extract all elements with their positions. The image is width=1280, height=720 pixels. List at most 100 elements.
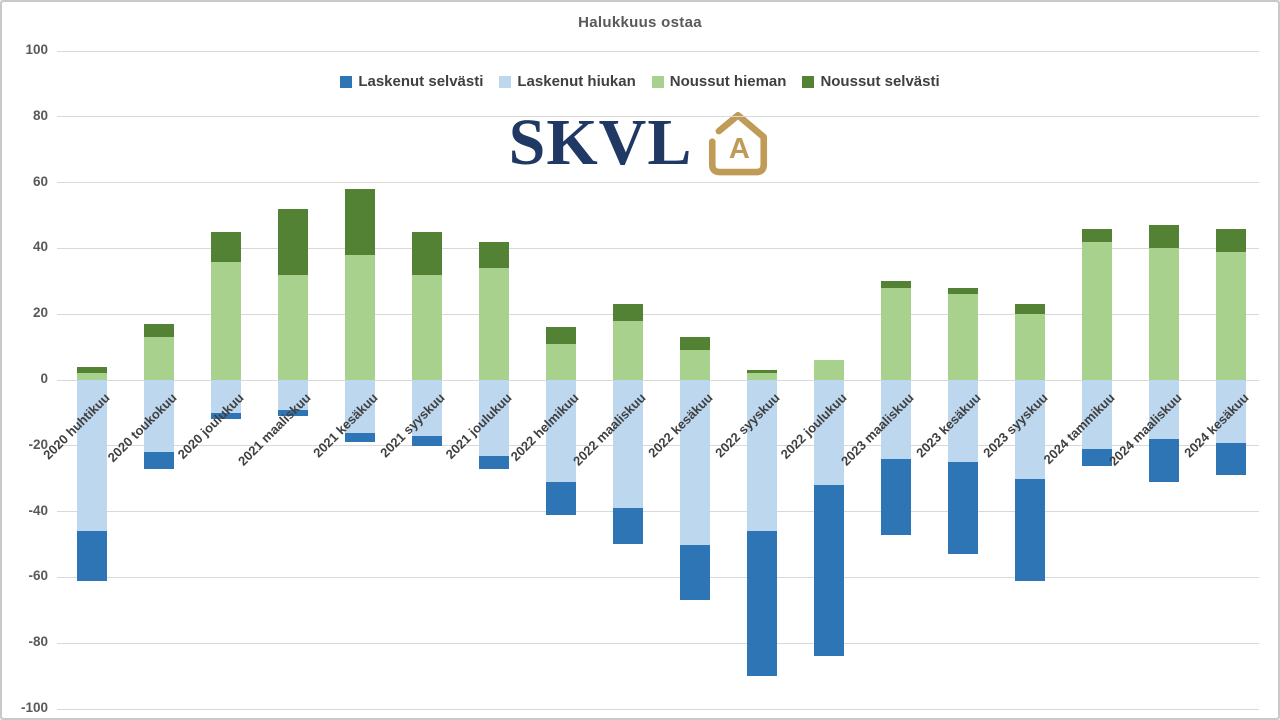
legend-label: Laskenut selvästi [358, 73, 484, 90]
badge-letter-a: A [729, 133, 750, 165]
bar-segment-laskenut-hiukan [546, 380, 576, 482]
y-axis-tick-label: 40 [32, 239, 48, 255]
gridline-80 [57, 116, 1259, 118]
gridline-60 [57, 182, 1259, 184]
y-axis-tick-label: -100 [20, 700, 48, 715]
bar-segment-noussut-hieman [747, 373, 777, 380]
bar-segment-laskenut-selvästi [412, 435, 442, 446]
bar-segment-noussut-hieman [211, 261, 241, 380]
bar-segment-noussut-selvästi [680, 337, 710, 351]
bar-segment-laskenut-hiukan [1082, 380, 1112, 450]
gridline--80 [57, 642, 1259, 644]
bar-segment-noussut-hieman [1015, 314, 1045, 380]
bar-segment-laskenut-selvästi [1082, 449, 1112, 466]
bar-segment-laskenut-hiukan [412, 380, 442, 436]
legend-item-laskenut-hiukan: Laskenut hiukan [499, 73, 636, 90]
bar-segment-noussut-hieman [881, 287, 911, 380]
bar-segment-laskenut-selvästi [211, 412, 241, 420]
skvl-logo-text: SKVL [508, 106, 693, 179]
bar-segment-laskenut-hiukan [1216, 380, 1246, 443]
bar-segment-noussut-hieman [1082, 241, 1112, 380]
bar-segment-noussut-hieman [278, 274, 308, 380]
gridline-0 [57, 379, 1259, 381]
bar-segment-noussut-selvästi [479, 241, 509, 269]
bar-segment-noussut-hieman [680, 350, 710, 380]
bar-segment-noussut-selvästi [1015, 304, 1045, 315]
legend-item-noussut-hieman: Noussut hieman [651, 73, 787, 90]
y-axis-tick-label: 80 [32, 107, 48, 123]
skvl-logo: SKVL A [2, 108, 1278, 178]
bar-segment-noussut-selvästi [1082, 228, 1112, 242]
legend-swatch-icon [340, 75, 353, 88]
bar-segment-laskenut-hiukan [680, 380, 710, 545]
y-axis-tick-label: -60 [28, 568, 48, 584]
bar-segment-noussut-hieman [1216, 251, 1246, 380]
bar-segment-noussut-selvästi [948, 287, 978, 295]
bar-segment-noussut-hieman [948, 294, 978, 380]
bar-segment-laskenut-selvästi [814, 485, 844, 657]
bar-segment-noussut-hieman [613, 320, 643, 380]
legend-label: Laskenut hiukan [517, 73, 636, 90]
bar-segment-laskenut-hiukan [881, 380, 911, 459]
y-axis-tick-label: -40 [28, 502, 48, 518]
gridline--40 [57, 511, 1259, 513]
bar-segment-noussut-hieman [1149, 248, 1179, 380]
bar-segment-laskenut-selvästi [345, 432, 375, 443]
bar-segment-noussut-selvästi [144, 324, 174, 338]
bar-segment-noussut-selvästi [211, 231, 241, 262]
y-axis-tick-label: -20 [28, 436, 48, 452]
gridline--100 [57, 708, 1259, 710]
bar-segment-laskenut-hiukan [1015, 380, 1045, 479]
bar-segment-noussut-selvästi [77, 366, 107, 374]
bar-segment-laskenut-hiukan [1149, 380, 1179, 440]
chart-legend: Laskenut selvästi Laskenut hiukan Noussut … [2, 73, 1278, 90]
bar-segment-laskenut-selvästi [144, 452, 174, 469]
bar-segment-laskenut-selvästi [1015, 478, 1045, 581]
bar-segment-laskenut-hiukan [613, 380, 643, 509]
bar-segment-noussut-selvästi [412, 231, 442, 275]
house-badge-icon: A [705, 109, 771, 177]
bar-segment-noussut-selvästi [278, 208, 308, 275]
gridline--60 [57, 576, 1259, 578]
chart-title: Halukkuus ostaa [578, 14, 702, 31]
bar-segment-laskenut-selvästi [881, 458, 911, 535]
bar-segment-noussut-hieman [77, 373, 107, 380]
bar-segment-laskenut-hiukan [278, 380, 308, 410]
bar-segment-noussut-hieman [479, 268, 509, 380]
bar-segment-laskenut-hiukan [948, 380, 978, 463]
bar-segment-noussut-selvästi [747, 370, 777, 374]
bar-segment-noussut-hieman [546, 343, 576, 380]
bar-segment-laskenut-selvästi [948, 462, 978, 555]
bar-segment-laskenut-selvästi [1216, 442, 1246, 476]
bar-segment-noussut-hieman [345, 254, 375, 380]
bar-segment-laskenut-selvästi [479, 455, 509, 469]
bar-segment-laskenut-hiukan [144, 380, 174, 453]
y-axis-tick-label: 20 [32, 305, 48, 321]
bar-segment-noussut-selvästi [345, 189, 375, 255]
bar-segment-laskenut-hiukan [77, 380, 107, 532]
bar-segment-laskenut-selvästi [546, 481, 576, 515]
legend-swatch-icon [802, 75, 815, 88]
legend-item-noussut-selvästi: Noussut selvästi [802, 73, 940, 90]
bar-segment-laskenut-hiukan [479, 380, 509, 456]
y-axis-tick-label: 60 [32, 173, 48, 189]
bar-segment-noussut-hieman [144, 337, 174, 380]
bar-segment-laskenut-selvästi [613, 508, 643, 545]
bar-segment-noussut-selvästi [613, 304, 643, 321]
bar-segment-laskenut-selvästi [77, 531, 107, 581]
bar-segment-laskenut-hiukan [747, 380, 777, 532]
house-outline-icon: A [709, 111, 768, 176]
bar-segment-noussut-selvästi [1216, 228, 1246, 252]
gridline-40 [57, 247, 1259, 249]
legend-swatch-icon [499, 75, 512, 88]
gridline-100 [57, 50, 1259, 52]
bar-segment-laskenut-hiukan [211, 380, 241, 413]
y-axis-tick-label: 100 [25, 42, 48, 57]
gridline-20 [57, 313, 1259, 315]
legend-label: Noussut selvästi [820, 73, 940, 90]
legend-label: Noussut hieman [669, 73, 787, 90]
bar-segment-noussut-selvästi [546, 327, 576, 344]
bar-segment-laskenut-selvästi [680, 544, 710, 601]
gridline--20 [57, 445, 1259, 447]
